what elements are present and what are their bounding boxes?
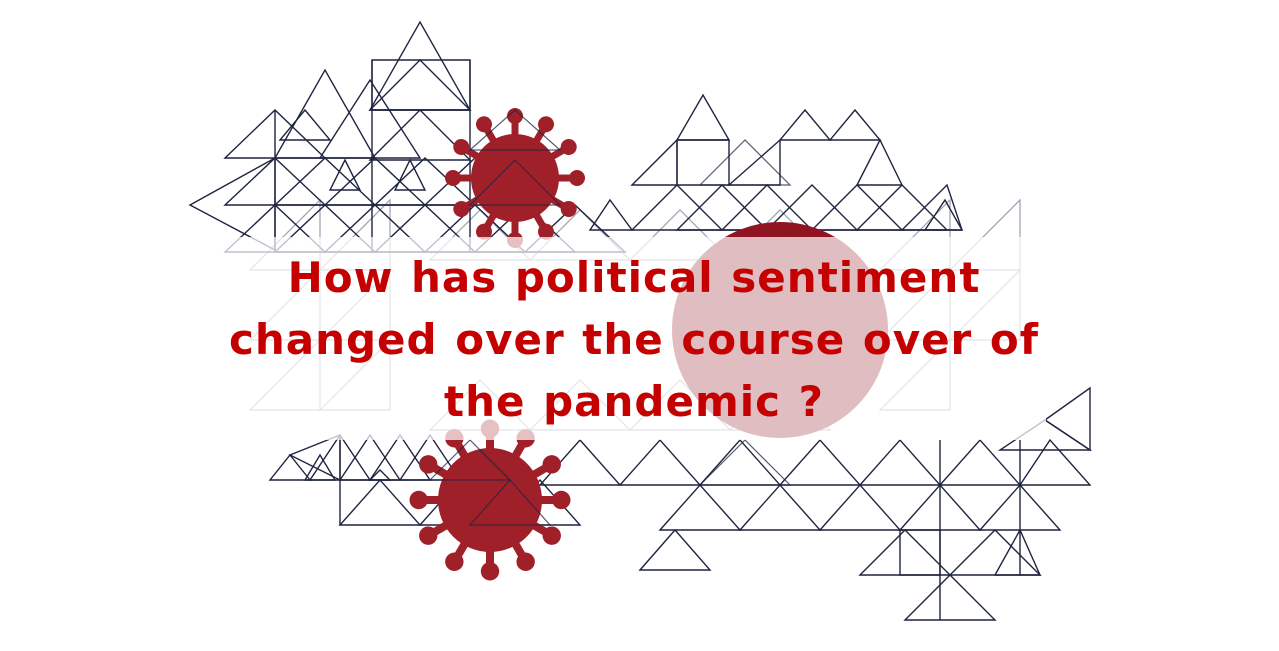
title-line-3: the pandemic ?: [444, 377, 824, 426]
page-title: How has political sentiment changed over…: [222, 247, 1046, 433]
title-line-1: How has political sentiment: [287, 253, 981, 302]
title-line-2: changed over the course over of: [228, 315, 1040, 364]
title-banner: [222, 237, 1046, 440]
